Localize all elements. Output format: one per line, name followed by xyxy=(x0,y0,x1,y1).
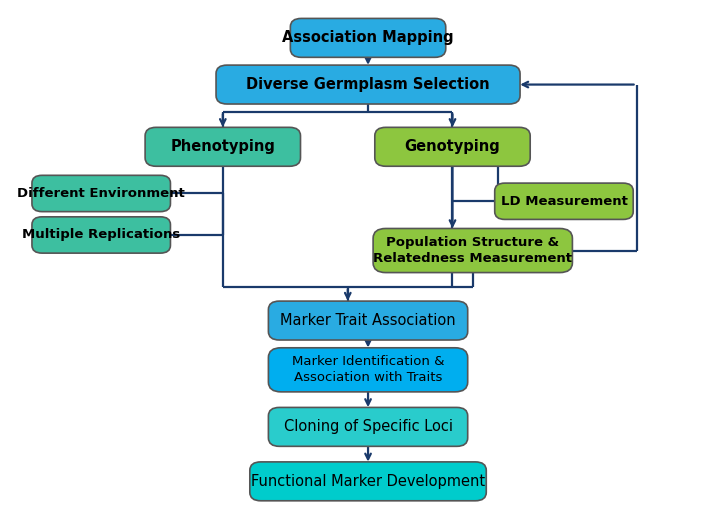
Text: Population Structure &
Relatedness Measurement: Population Structure & Relatedness Measu… xyxy=(373,236,572,265)
FancyBboxPatch shape xyxy=(375,128,530,166)
Text: Cloning of Specific Loci: Cloning of Specific Loci xyxy=(283,419,452,434)
FancyBboxPatch shape xyxy=(216,65,520,104)
FancyBboxPatch shape xyxy=(268,301,468,340)
FancyBboxPatch shape xyxy=(145,128,300,166)
Text: Marker Trait Association: Marker Trait Association xyxy=(280,313,456,328)
FancyBboxPatch shape xyxy=(495,183,633,219)
Text: LD Measurement: LD Measurement xyxy=(501,195,628,208)
FancyBboxPatch shape xyxy=(268,348,468,392)
FancyBboxPatch shape xyxy=(32,175,170,212)
Text: Diverse Germplasm Selection: Diverse Germplasm Selection xyxy=(246,77,490,92)
FancyBboxPatch shape xyxy=(250,462,486,501)
Text: Different Environment: Different Environment xyxy=(17,187,185,200)
FancyBboxPatch shape xyxy=(290,18,446,57)
FancyBboxPatch shape xyxy=(268,407,468,446)
Text: Functional Marker Development: Functional Marker Development xyxy=(251,474,485,489)
Text: Multiple Replications: Multiple Replications xyxy=(22,229,180,241)
FancyBboxPatch shape xyxy=(373,229,572,272)
Text: Genotyping: Genotyping xyxy=(405,139,501,154)
Text: Association Mapping: Association Mapping xyxy=(283,31,454,45)
Text: Marker Identification &
Association with Traits: Marker Identification & Association with… xyxy=(292,355,444,384)
FancyBboxPatch shape xyxy=(32,217,170,253)
Text: Phenotyping: Phenotyping xyxy=(170,139,275,154)
